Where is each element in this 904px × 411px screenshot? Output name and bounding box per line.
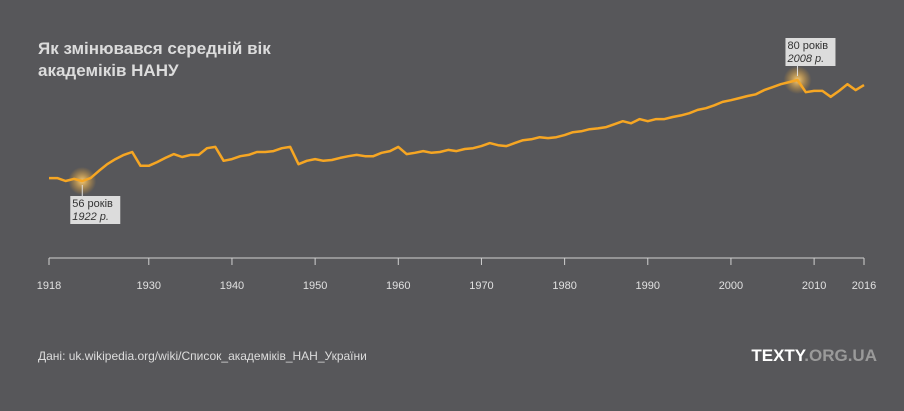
annotation-date: 2008 р. xyxy=(786,53,824,65)
x-tick-label: 1950 xyxy=(303,280,327,292)
source: Дані: uk.wikipedia.org/wiki/Список_акаде… xyxy=(38,349,367,363)
x-tick-label: 2016 xyxy=(852,280,876,292)
x-tick-label: 1918 xyxy=(37,280,61,292)
annotation-box xyxy=(785,38,836,66)
x-tick-label: 1970 xyxy=(469,280,493,292)
chart-title: академіків НАНУ xyxy=(38,61,179,80)
logo: TEXTY.ORG.UA xyxy=(751,346,877,365)
x-tick-label: 1980 xyxy=(552,280,576,292)
x-tick-label: 1930 xyxy=(137,280,161,292)
annotation-box xyxy=(70,196,121,224)
x-tick-label: 1960 xyxy=(386,280,410,292)
logo-domain: .ORG.UA xyxy=(804,346,877,365)
annotation-date: 1922 р. xyxy=(72,211,109,223)
x-tick-label: 2000 xyxy=(719,280,743,292)
x-tick-label: 1940 xyxy=(220,280,244,292)
x-tick-label: 1990 xyxy=(636,280,660,292)
data-line xyxy=(49,78,865,183)
annotation-label: 80 років xyxy=(787,40,828,52)
annotation-label: 56 років xyxy=(72,198,113,210)
logo-name: TEXTY xyxy=(751,346,806,365)
chart-title: Як змінювався середній вік xyxy=(38,39,271,58)
x-tick-label: 2010 xyxy=(802,280,826,292)
